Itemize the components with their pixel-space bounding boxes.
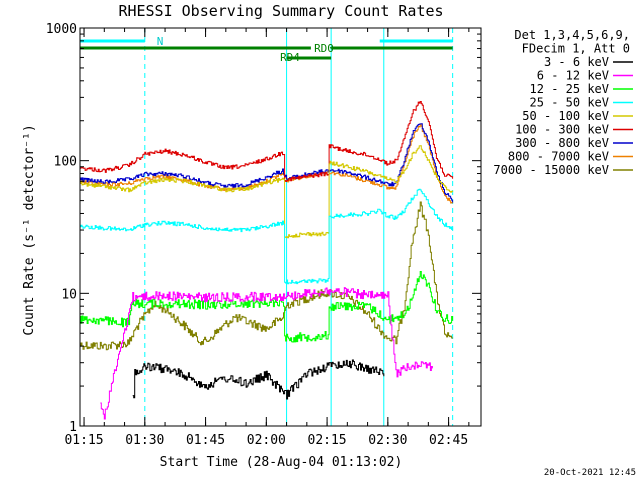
series-5-line	[80, 101, 454, 182]
legend-label: 25 - 50 keV	[530, 96, 609, 110]
series-layer	[80, 101, 454, 420]
series-4-line	[80, 145, 454, 239]
plot-frame	[79, 27, 482, 427]
x-tick-label: 02:00	[247, 433, 286, 448]
series-1-line	[100, 287, 433, 420]
x-tick-label: 01:15	[64, 433, 103, 448]
legend-header: Det 1,3,4,5,6,9,	[514, 28, 630, 42]
y-tick-label: 1000	[46, 22, 77, 37]
legend-label: 100 - 300 keV	[515, 123, 609, 137]
legend-header: FDecim 1, Att 0	[522, 42, 630, 56]
x-tick-label: 01:45	[186, 433, 225, 448]
legend-label: 300 - 800 keV	[515, 136, 609, 150]
y-axis-label: Count Rate (s⁻¹ detector⁻¹)	[22, 124, 37, 335]
x-tick-label: 02:30	[368, 433, 407, 448]
x-tick-label: 02:15	[308, 433, 347, 448]
state-bars: N RD0 RD4	[80, 35, 453, 64]
series-6-line	[80, 123, 454, 203]
series-7-line	[80, 123, 454, 204]
y-tick-label: 100	[54, 155, 77, 170]
state-bar-label-n: N	[157, 35, 164, 48]
legend-label: 7000 - 15000 keV	[493, 163, 609, 177]
legend-label: 6 - 12 keV	[537, 69, 609, 83]
series-0-line	[132, 359, 385, 400]
state-bar-label-rd0: RD0	[314, 42, 334, 55]
series-3-line	[80, 188, 454, 285]
legend-label: 12 - 25 keV	[530, 82, 609, 96]
y-axis: 1 10 100 1000	[46, 22, 481, 435]
legend-label: 50 - 100 keV	[522, 109, 609, 123]
x-axis-label: Start Time (28-Aug-04 01:13:02)	[160, 455, 403, 470]
series-8-line	[80, 201, 454, 351]
legend-label: 800 - 7000 keV	[508, 150, 609, 164]
chart-title: RHESSI Observing Summary Count Rates	[118, 2, 443, 20]
y-tick-label: 10	[61, 287, 77, 302]
x-axis: 01:15 01:30 01:45 02:00 02:15 02:30 02:45	[64, 28, 470, 448]
legend-label: 3 - 6 keV	[544, 55, 609, 69]
y-tick-label: 1	[69, 420, 77, 435]
x-tick-label: 02:45	[429, 433, 468, 448]
render-timestamp: 20-Oct-2021 12:45	[544, 468, 636, 478]
state-bar-label-rd4: RD4	[280, 51, 300, 64]
x-tick-label: 01:30	[125, 433, 164, 448]
legend: Det 1,3,4,5,6,9,FDecim 1, Att 03 - 6 keV…	[493, 28, 633, 177]
